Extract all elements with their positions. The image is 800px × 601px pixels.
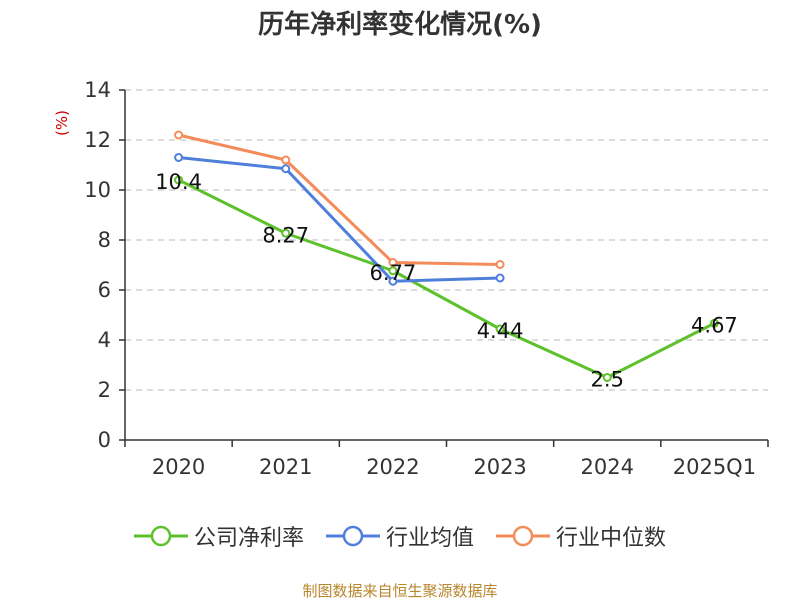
data-point (281, 155, 291, 165)
data-label: 10.4 (155, 170, 202, 194)
data-point (495, 324, 505, 334)
data-point (281, 164, 291, 174)
series-line-0 (177, 178, 716, 379)
y-tick-label: 0 (98, 428, 111, 452)
data-point (602, 373, 612, 382)
chart-title: 历年净利率变化情况(%) (258, 10, 542, 40)
data-label: 6.77 (370, 261, 417, 285)
y-tick-label: 8 (98, 228, 111, 252)
legend-swatch-marker (342, 525, 364, 547)
legend-swatch-marker (512, 525, 534, 547)
data-label: 4.67 (691, 313, 738, 337)
y-tick-label: 14 (84, 78, 111, 102)
legend-swatch-icon (496, 525, 550, 547)
series-line-2 (178, 133, 501, 266)
x-tick-label: 2024 (581, 455, 634, 479)
y-tick-label: 6 (98, 278, 111, 302)
legend-label: 公司净利率 (193, 526, 304, 551)
series-lines (174, 130, 719, 382)
x-tick-label: 2021 (259, 455, 312, 479)
data-point (709, 318, 719, 328)
legend-item-2: 行业中位数 (496, 520, 666, 552)
data-point (388, 258, 398, 267)
data-point (495, 273, 505, 283)
x-tick-label: 2025Q1 (673, 455, 756, 479)
legend-label: 行业中位数 (556, 526, 667, 551)
data-point (388, 276, 398, 286)
data-label: 2.5 (591, 368, 624, 392)
data-label: 8.27 (262, 223, 309, 247)
legend-label: 行业均值 (385, 526, 474, 551)
legend-swatch-icon (325, 525, 380, 547)
y-tick-label: 4 (98, 328, 111, 352)
legend: 公司净利率 行业均值 行业中位数 (0, 520, 800, 552)
legend-swatch-marker (150, 525, 172, 547)
legend-swatch-icon (133, 525, 188, 547)
legend-item-1: 行业均值 (325, 520, 474, 552)
axes: 0 2 4 6 8 10 12 14 2020 2021 2022 2023 2024 2025Q1 (84, 78, 769, 479)
data-point (495, 260, 505, 269)
data-point (281, 228, 291, 238)
legend-item-0: 公司净利率 (133, 520, 304, 552)
x-tick-label: 2022 (366, 455, 419, 479)
data-point (388, 266, 398, 276)
y-tick-label: 12 (84, 128, 111, 152)
series-line-1 (178, 156, 501, 283)
data-point (174, 175, 184, 185)
y-tick-label: 2 (98, 378, 111, 402)
data-point (174, 130, 184, 140)
data-labels: 10.4 8.27 6.77 4.44 2.5 4.67 (155, 170, 738, 392)
grid-lines (125, 89, 768, 391)
y-tick-label: 10 (84, 178, 111, 202)
data-label: 4.44 (477, 319, 524, 343)
data-point (174, 153, 184, 162)
x-tick-label: 2020 (152, 455, 205, 479)
x-tick-label: 2023 (473, 455, 526, 479)
source-note: 制图数据来自恒生聚源数据库 (302, 582, 498, 600)
